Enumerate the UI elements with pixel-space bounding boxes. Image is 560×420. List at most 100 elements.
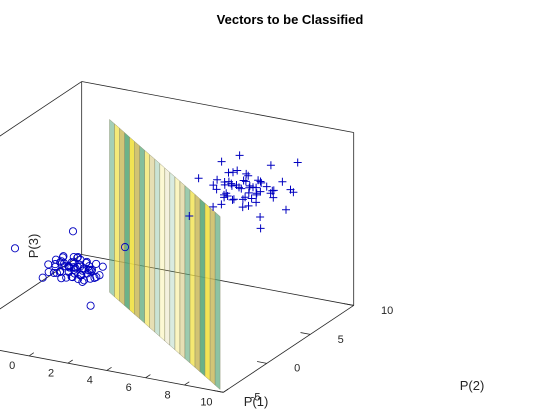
surface-strip bbox=[154, 158, 161, 337]
box-edge-left-top bbox=[0, 81, 82, 137]
surface-strip bbox=[174, 176, 181, 355]
plus-point bbox=[227, 179, 236, 188]
box-edge-front-bottom bbox=[0, 350, 224, 393]
circle-point bbox=[68, 227, 78, 236]
plus-point bbox=[209, 202, 218, 211]
y-axis-label: P(2) bbox=[460, 378, 485, 393]
plus-point bbox=[282, 205, 290, 214]
surface-strip bbox=[124, 132, 130, 311]
plus-point bbox=[217, 157, 226, 166]
surface-strip bbox=[189, 189, 196, 368]
surface-strip bbox=[114, 123, 120, 302]
y-tick-mark bbox=[213, 390, 224, 393]
circle-point bbox=[86, 301, 95, 310]
box-edge-right-bottom bbox=[223, 305, 354, 393]
plus-point bbox=[194, 174, 203, 183]
plus-point bbox=[238, 203, 247, 212]
plus-point bbox=[252, 189, 261, 198]
plus-point bbox=[252, 198, 261, 207]
plus-point bbox=[293, 158, 302, 167]
circle-point bbox=[92, 272, 101, 282]
x-axis-label: P(1) bbox=[244, 394, 269, 409]
y-tick-mark bbox=[343, 303, 354, 306]
circle-point bbox=[92, 259, 101, 268]
circle-point bbox=[52, 269, 61, 278]
surface-strip bbox=[144, 149, 150, 329]
plus-point bbox=[220, 180, 229, 189]
plus-point bbox=[213, 175, 222, 184]
z-axis-label: P(3) bbox=[26, 234, 41, 259]
circle-point bbox=[56, 258, 65, 267]
circle-point bbox=[64, 268, 73, 277]
circle-point bbox=[51, 262, 60, 271]
circle-point bbox=[57, 257, 66, 266]
x-tick-mark bbox=[145, 374, 151, 379]
plus-point bbox=[262, 182, 271, 191]
circle-point bbox=[58, 253, 67, 262]
y-tick-label: 0 bbox=[294, 363, 300, 375]
x-tick-label: 2 bbox=[48, 367, 54, 379]
plus-point bbox=[238, 195, 247, 204]
plus-point bbox=[220, 190, 228, 199]
surface-strip bbox=[134, 141, 140, 320]
circle-point bbox=[73, 252, 82, 262]
plus-point bbox=[256, 187, 265, 196]
circle-point bbox=[69, 263, 78, 272]
plus-point bbox=[209, 181, 218, 190]
circle-point bbox=[71, 264, 80, 273]
plus-point bbox=[232, 181, 241, 189]
plus-point bbox=[185, 212, 194, 220]
surface-strip bbox=[179, 180, 186, 360]
surface-strip bbox=[159, 163, 166, 342]
box-edge-back-top bbox=[81, 81, 354, 133]
circle-point bbox=[98, 262, 107, 271]
chart-title: Vectors to be Classified bbox=[217, 12, 364, 27]
y-tick-mark bbox=[257, 361, 267, 364]
circle-point bbox=[87, 266, 96, 276]
y-tick-label: 10 bbox=[381, 305, 393, 317]
surface-strip bbox=[214, 211, 221, 390]
decision-surface bbox=[109, 118, 221, 390]
circle-point bbox=[38, 273, 47, 282]
plus-point bbox=[266, 161, 275, 170]
x-tick-mark bbox=[184, 381, 190, 386]
x-tick-mark bbox=[28, 352, 35, 357]
plus-point bbox=[229, 195, 238, 204]
surface-strip bbox=[109, 118, 115, 298]
surface-strip bbox=[119, 127, 125, 307]
x-tick-mark bbox=[106, 366, 112, 371]
plus-point bbox=[256, 224, 265, 233]
surface-strip bbox=[199, 198, 206, 377]
surface-strip bbox=[129, 136, 135, 315]
plus-point bbox=[233, 166, 242, 175]
circle-point bbox=[86, 274, 95, 283]
plus-point bbox=[252, 183, 261, 192]
plus-point bbox=[228, 195, 237, 204]
circle-point bbox=[77, 271, 86, 280]
plus-point bbox=[244, 201, 253, 210]
plus-point bbox=[245, 183, 254, 192]
plus-point bbox=[217, 200, 226, 209]
data-points bbox=[10, 151, 302, 310]
circle-point bbox=[44, 267, 53, 277]
plus-point bbox=[244, 171, 253, 180]
x-tick-label: 8 bbox=[165, 389, 171, 401]
y-tick-mark bbox=[300, 332, 311, 335]
surface-strip bbox=[164, 167, 171, 346]
plus-point bbox=[241, 193, 250, 202]
plus-point bbox=[212, 185, 221, 194]
x-tick-label: 6 bbox=[126, 382, 132, 394]
plus-point bbox=[269, 186, 278, 195]
x-tick-label: 10 bbox=[200, 397, 212, 409]
plus-point bbox=[241, 177, 250, 186]
x-tick-mark bbox=[223, 388, 229, 393]
plus-point bbox=[256, 213, 265, 221]
circle-point bbox=[62, 273, 71, 282]
plus-point bbox=[247, 194, 256, 203]
circle-point bbox=[67, 258, 76, 267]
circle-point bbox=[120, 243, 130, 252]
y-tick-label: 5 bbox=[338, 334, 344, 346]
surface-strip bbox=[204, 202, 211, 382]
circle-point bbox=[10, 244, 20, 253]
